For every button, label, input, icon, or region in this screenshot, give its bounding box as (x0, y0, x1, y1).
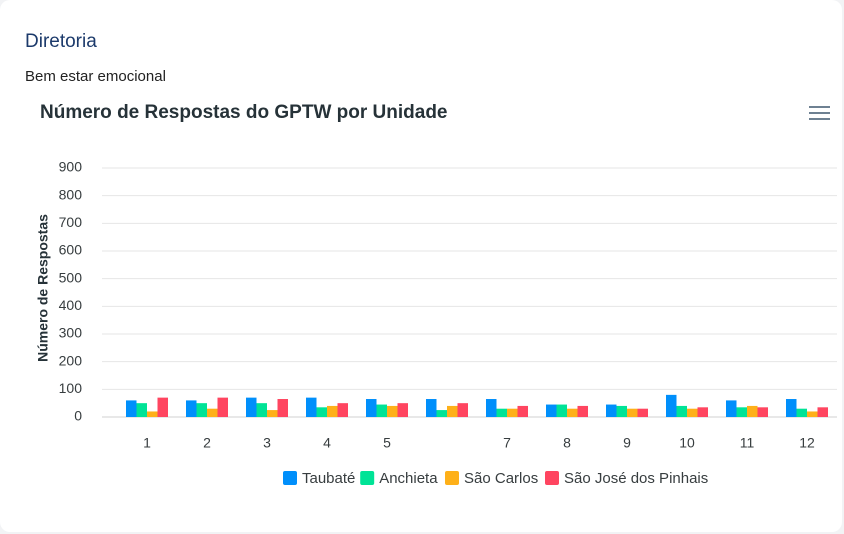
bar (687, 408, 698, 417)
bar (726, 400, 737, 417)
bar (637, 408, 648, 417)
bar (517, 405, 528, 417)
x-tick-label: 12 (799, 435, 815, 451)
x-tick-label: 9 (623, 435, 631, 451)
bar (426, 399, 437, 417)
bar (136, 403, 147, 417)
y-tick-label: 500 (59, 269, 83, 285)
bar (196, 403, 207, 417)
bar (567, 408, 578, 417)
bar (246, 397, 257, 417)
bar (786, 399, 797, 417)
bar (486, 399, 497, 417)
bar (207, 408, 218, 417)
y-axis-label: Número de Respostas (35, 214, 51, 362)
bar (436, 410, 447, 417)
bar (577, 405, 588, 417)
bar (277, 399, 288, 417)
page-subtitle: Bem estar emocional (25, 68, 166, 85)
y-tick-label: 400 (59, 297, 83, 313)
y-tick-label: 800 (59, 186, 83, 202)
bar (186, 400, 197, 417)
x-tick-label: 3 (263, 435, 271, 451)
x-tick-label: 1 (143, 435, 151, 451)
bar (267, 410, 278, 417)
legend-label: São Carlos (464, 470, 538, 487)
bar (387, 405, 398, 417)
menu-icon[interactable] (809, 106, 830, 120)
y-tick-label: 300 (59, 325, 83, 341)
bar (697, 407, 708, 417)
legend-swatch (283, 471, 297, 485)
x-tick-label: 5 (383, 435, 391, 451)
x-tick-label: 2 (203, 435, 211, 451)
bar (147, 411, 158, 417)
legend-swatch (545, 471, 559, 485)
chart-title: Número de Respostas do GPTW por Unidade (40, 102, 448, 123)
legend-swatch (445, 471, 459, 485)
bar (397, 403, 408, 417)
y-tick-label: 600 (59, 242, 83, 258)
bar (817, 407, 828, 417)
bar (447, 405, 458, 417)
bar (126, 400, 137, 417)
page-title: Diretoria (25, 31, 97, 52)
bar (316, 407, 327, 417)
bar (736, 407, 747, 417)
bar (747, 405, 758, 417)
bar (627, 408, 638, 417)
y-tick-label: 0 (74, 408, 82, 424)
bar (217, 397, 228, 417)
bar (337, 403, 348, 417)
bar (676, 405, 687, 417)
bar (376, 404, 387, 417)
x-tick-label: 10 (679, 435, 695, 451)
bar (666, 394, 677, 417)
bar (807, 411, 818, 417)
bar (327, 405, 338, 417)
bar (256, 403, 267, 417)
x-tick-label: 8 (563, 435, 571, 451)
bar (457, 403, 468, 417)
x-tick-label: 11 (740, 435, 755, 451)
y-tick-label: 900 (59, 159, 83, 175)
bar (757, 407, 768, 417)
bar (616, 405, 627, 417)
x-tick-label: 7 (503, 435, 511, 451)
legend-label: Anchieta (379, 470, 438, 487)
bar (366, 399, 377, 417)
bar (606, 404, 617, 417)
bar (306, 397, 317, 417)
bar (556, 404, 567, 417)
bar (157, 397, 168, 417)
legend-label: São José dos Pinhais (564, 470, 708, 487)
legend-swatch (360, 471, 375, 485)
y-tick-label: 200 (59, 352, 83, 368)
bar (496, 408, 507, 417)
bar (507, 408, 518, 417)
y-tick-label: 100 (59, 380, 83, 396)
bar (546, 404, 557, 417)
bar (796, 408, 807, 417)
legend-label: Taubaté (302, 470, 355, 487)
y-tick-label: 700 (59, 214, 83, 230)
x-tick-label: 4 (323, 435, 331, 451)
